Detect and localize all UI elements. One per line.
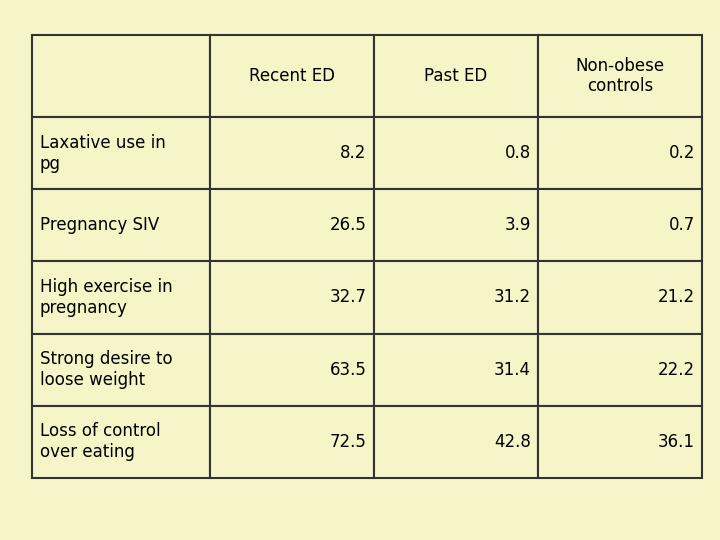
Bar <box>374 261 538 334</box>
Bar <box>32 334 210 406</box>
Bar <box>538 189 702 261</box>
Bar <box>374 406 538 478</box>
Bar <box>374 189 538 261</box>
Text: 63.5: 63.5 <box>330 361 366 379</box>
Bar <box>210 261 374 334</box>
Text: 26.5: 26.5 <box>330 217 366 234</box>
Text: Recent ED: Recent ED <box>249 67 335 85</box>
Bar <box>210 117 374 189</box>
Text: 0.8: 0.8 <box>505 144 531 162</box>
Text: Pregnancy SIV: Pregnancy SIV <box>40 217 159 234</box>
Text: Past ED: Past ED <box>424 67 487 85</box>
Bar <box>374 117 538 189</box>
Text: 8.2: 8.2 <box>341 144 366 162</box>
Bar <box>32 406 210 478</box>
Text: 32.7: 32.7 <box>330 288 366 307</box>
Bar <box>210 35 374 117</box>
Text: 36.1: 36.1 <box>658 433 695 451</box>
Bar <box>374 35 538 117</box>
Text: Loss of control
over eating: Loss of control over eating <box>40 422 161 461</box>
Text: 0.2: 0.2 <box>668 144 695 162</box>
Bar <box>538 261 702 334</box>
Text: 22.2: 22.2 <box>657 361 695 379</box>
Bar <box>210 334 374 406</box>
Bar <box>538 406 702 478</box>
Text: 31.2: 31.2 <box>494 288 531 307</box>
Bar <box>32 261 210 334</box>
Bar <box>32 117 210 189</box>
Text: 31.4: 31.4 <box>494 361 531 379</box>
Text: 72.5: 72.5 <box>330 433 366 451</box>
Text: High exercise in
pregnancy: High exercise in pregnancy <box>40 278 172 317</box>
Text: Laxative use in
pg: Laxative use in pg <box>40 134 166 172</box>
Text: Strong desire to
loose weight: Strong desire to loose weight <box>40 350 172 389</box>
Text: 3.9: 3.9 <box>505 217 531 234</box>
Text: 42.8: 42.8 <box>494 433 531 451</box>
Bar <box>374 334 538 406</box>
Bar <box>32 35 210 117</box>
Text: 0.7: 0.7 <box>669 217 695 234</box>
Bar <box>538 334 702 406</box>
Bar <box>210 406 374 478</box>
Bar <box>538 35 702 117</box>
Text: 21.2: 21.2 <box>657 288 695 307</box>
Bar <box>210 189 374 261</box>
Bar <box>538 117 702 189</box>
Bar <box>32 189 210 261</box>
Text: Non-obese
controls: Non-obese controls <box>575 57 665 96</box>
